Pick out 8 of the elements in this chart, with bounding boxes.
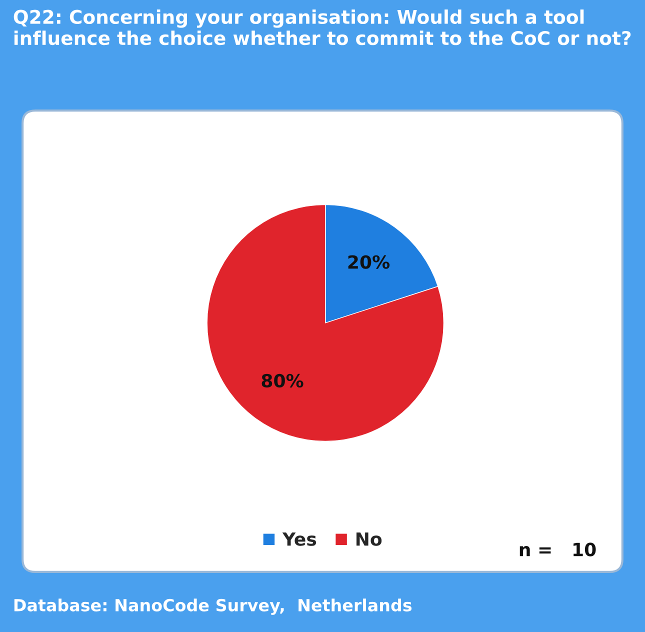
pie-slice xyxy=(206,204,444,442)
data-label: 80% xyxy=(262,374,304,388)
data-label: 20% xyxy=(348,255,390,269)
text: n = 10 xyxy=(520,542,596,556)
legend-label: No xyxy=(356,532,382,546)
chart-title: Q22: Concerning your organisation: Would such a tool influence the choice whether to commit to the CoC or not? xyxy=(14,9,631,46)
text: Database: NanoCode Survey, Netherlands xyxy=(14,598,412,615)
legend-label: Yes xyxy=(282,532,316,546)
